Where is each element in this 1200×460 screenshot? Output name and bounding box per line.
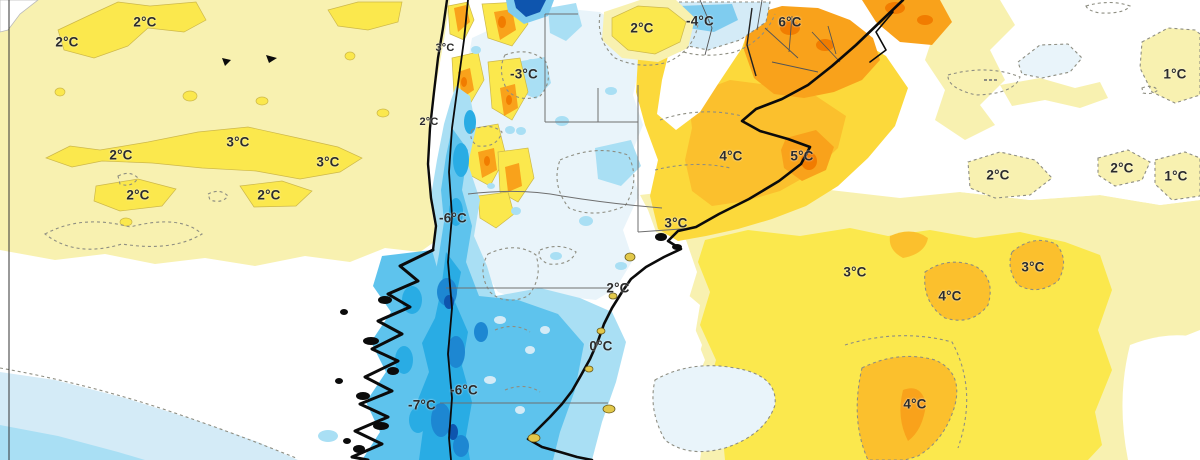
- atlantic-north-field: [915, 0, 1200, 205]
- contour-lines: [470, 51, 968, 449]
- andes-warm-highlands: [447, 0, 554, 229]
- coastlines: [335, 0, 905, 460]
- atlantic-warm-field: [610, 188, 1200, 460]
- pacific-cool-ocean: [0, 172, 338, 460]
- pacific-warm-field: [0, 0, 450, 266]
- warm-blob-2c-top: [598, 0, 699, 66]
- admin-borders: [8, 0, 841, 460]
- coastal-warm-specks: [527, 252, 636, 443]
